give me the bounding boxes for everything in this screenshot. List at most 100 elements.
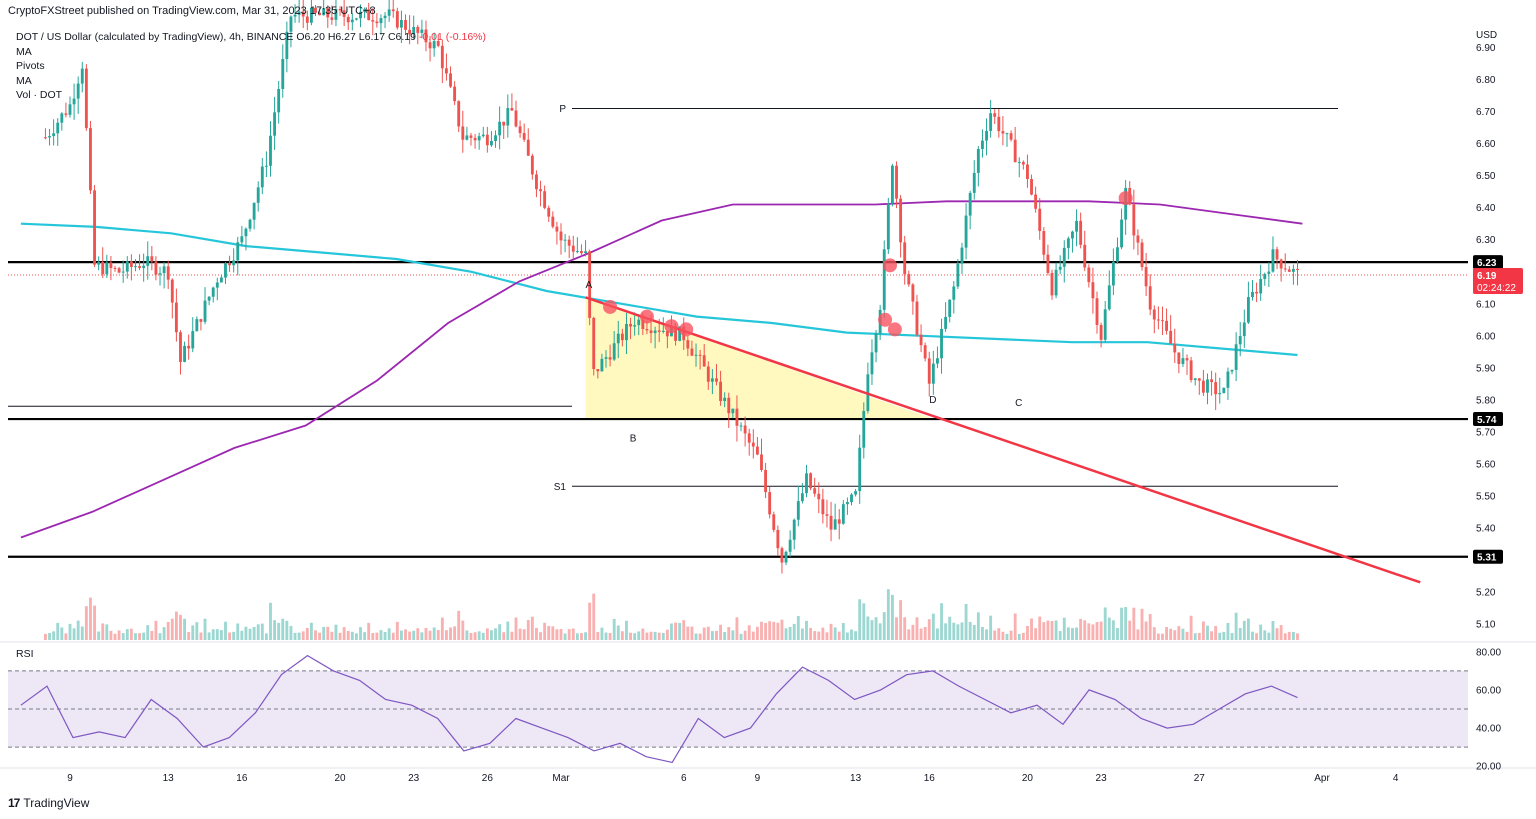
candle-body (146, 256, 150, 266)
volume-bar (1152, 627, 1156, 640)
pattern-point-b: B (630, 433, 637, 444)
candle-body (297, 11, 301, 15)
indicator-pivots[interactable]: Pivots (16, 60, 45, 72)
candle-body (588, 251, 592, 318)
volume-bar (780, 619, 784, 640)
candle-body (269, 135, 272, 166)
candle-body (76, 83, 80, 99)
candle-body (1050, 272, 1054, 296)
candle-body (170, 279, 174, 303)
candle-body (1165, 320, 1168, 331)
candle-body (453, 86, 457, 102)
volume-bar (367, 622, 371, 640)
candle-body (960, 247, 964, 264)
candle-body (326, 8, 330, 18)
volume-bar (371, 633, 375, 640)
volume-bar (314, 630, 317, 640)
volume-bar (698, 633, 702, 640)
volume-bar (936, 628, 939, 640)
volume-bar (150, 631, 154, 640)
volume-bar (899, 600, 903, 640)
candle-body (723, 397, 727, 402)
volume-bar (604, 632, 608, 640)
x-tick-label: Apr (1314, 773, 1330, 784)
rsi-label[interactable]: RSI (16, 648, 34, 660)
tradingview-brand[interactable]: 17 TradingView (8, 796, 89, 810)
volume-bar (113, 633, 117, 640)
volume-bar (715, 630, 718, 640)
candle-body (874, 333, 878, 353)
volume-bar (354, 633, 358, 640)
volume-bar (702, 627, 706, 640)
volume-bar (469, 633, 473, 640)
symbol-row[interactable]: DOT / US Dollar (calculated by TradingVi… (16, 30, 486, 45)
volume-bar (494, 628, 497, 640)
volume-bar (322, 626, 326, 640)
candle-body (993, 113, 997, 117)
candle-body (142, 265, 146, 268)
volume-bar (1017, 633, 1021, 640)
volume-bar (796, 615, 800, 640)
candle-body (931, 363, 935, 384)
candle-body (494, 135, 497, 141)
volume-bar (1116, 627, 1119, 640)
volume-bar (432, 627, 436, 640)
pattern-point-d: D (929, 395, 936, 406)
candle-body (1091, 282, 1095, 299)
indicator-volume[interactable]: Vol · DOT (16, 89, 63, 101)
volume-bar (633, 633, 637, 640)
candle-body (1017, 161, 1021, 163)
volume-bar (670, 623, 673, 640)
indicator-ma-fast[interactable]: MA (16, 45, 32, 58)
candle-body (997, 116, 1001, 132)
candle-body (301, 11, 305, 17)
volume-bar (1091, 624, 1095, 640)
x-tick-label: 27 (1194, 773, 1206, 784)
candle-body (845, 502, 849, 505)
candle-body (1034, 194, 1038, 209)
volume-bar (387, 628, 391, 640)
candle-body (432, 41, 436, 49)
volume-bar (612, 618, 616, 640)
candle-body (948, 299, 952, 317)
volume-bar (882, 612, 886, 640)
x-tick-label: 20 (334, 773, 346, 784)
volume-bar (350, 631, 354, 640)
candle-body (1263, 273, 1267, 279)
last-price-text: 6.19 (1477, 271, 1497, 282)
candle-body (162, 266, 166, 274)
volume-bar (788, 626, 792, 640)
volume-bar (309, 622, 313, 640)
candle-body (690, 348, 694, 356)
volume-bar (592, 593, 596, 640)
level-price-text: 5.74 (1477, 415, 1497, 426)
y-tick-label: 5.80 (1476, 395, 1496, 406)
volume-bar (1210, 631, 1214, 640)
volume-bar (649, 631, 653, 640)
candle-body (215, 282, 219, 288)
candle-body (1071, 231, 1074, 239)
symbol-title: DOT / US Dollar (calculated by TradingVi… (16, 31, 294, 43)
candle-body (1161, 320, 1164, 322)
volume-bar (727, 627, 731, 640)
candle-body (715, 378, 718, 382)
candle-body (813, 488, 817, 494)
volume-bar (1291, 632, 1295, 640)
candle-body (559, 231, 563, 241)
indicator-ma-slow[interactable]: MA (16, 74, 32, 87)
volume-bar (584, 632, 587, 640)
volume-bar (453, 626, 457, 640)
y-tick-label: 5.70 (1476, 427, 1496, 438)
volume-bar (1066, 627, 1070, 640)
candle-body (809, 473, 813, 489)
candle-body (1234, 344, 1238, 370)
candle-body (743, 425, 747, 434)
candle-body (1173, 343, 1177, 353)
volume-bar (1058, 631, 1062, 640)
volume-bar (203, 618, 207, 640)
volume-bar (498, 624, 502, 640)
volume-bar (1279, 625, 1283, 640)
volume-bar (940, 603, 943, 640)
candle-body (1132, 204, 1136, 236)
